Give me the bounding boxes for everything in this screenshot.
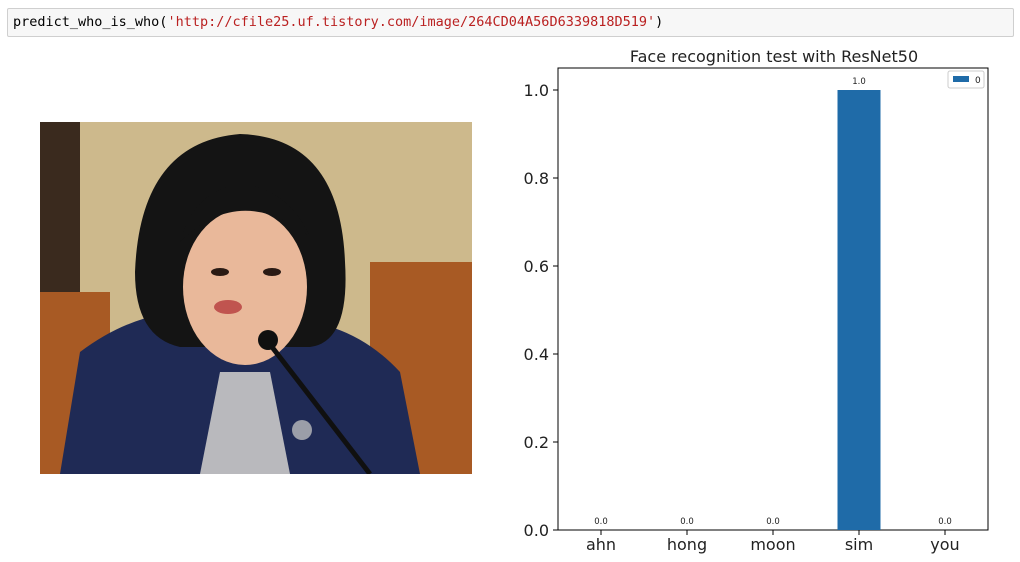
x-tick-label-sim: sim (845, 535, 873, 554)
y-tick-label: 0.0 (524, 521, 549, 540)
bar-chart: Face recognition test with ResNet50 0.0 0… (500, 40, 1010, 562)
input-face-photo (40, 122, 472, 474)
x-tick-label-you: you (930, 535, 959, 554)
face-photo-illustration (40, 122, 472, 474)
code-url-string: 'http://cfile25.uf.tistory.com/image/264… (167, 14, 656, 30)
photo-shirt (200, 372, 290, 474)
data-label-sim: 1.0 (852, 77, 866, 87)
code-function-call: predict_who_is_who( (13, 14, 168, 30)
photo-eye-left (211, 268, 229, 276)
photo-microphone-head (258, 330, 278, 350)
bar-series: 0.0 0.0 0.0 1.0 0.0 (594, 77, 952, 530)
photo-brooch (292, 420, 312, 440)
x-axis: ahn hong moon sim you (586, 530, 960, 554)
data-label-ahn: 0.0 (594, 517, 608, 527)
y-tick-label: 0.4 (524, 345, 549, 364)
bar-chart-svg: Face recognition test with ResNet50 0.00… (524, 47, 989, 554)
photo-fringe (180, 184, 310, 242)
photo-microphone-stand (270, 345, 372, 474)
photo-eye-right (263, 268, 281, 276)
legend-swatch (953, 76, 969, 82)
code-close-paren: ) (655, 14, 664, 30)
y-axis: 0.0 0.2 0.4 0.6 0.8 1.0 (524, 81, 558, 540)
x-tick-label-hong: hong (667, 535, 707, 554)
photo-face (183, 209, 307, 365)
y-tick-label: 0.6 (524, 257, 549, 276)
bar-sim (837, 90, 881, 530)
data-label-hong: 0.0 (680, 517, 694, 527)
y-tick-label: 0.8 (524, 169, 549, 188)
chart-title: Face recognition test with ResNet50 (630, 47, 918, 66)
chart-legend: 0 (947, 70, 985, 89)
code-input-cell[interactable]: predict_who_is_who('http://cfile25.uf.ti… (7, 8, 1014, 37)
x-tick-label-ahn: ahn (586, 535, 616, 554)
data-label-you: 0.0 (938, 517, 952, 527)
y-tick-label: 0.2 (524, 433, 549, 452)
data-label-moon: 0.0 (766, 517, 780, 527)
plot-area-frame (557, 67, 989, 531)
photo-mouth (214, 300, 242, 314)
y-tick-label: 1.0 (524, 81, 549, 100)
legend-label: 0 (975, 76, 981, 86)
x-tick-label-moon: moon (750, 535, 795, 554)
